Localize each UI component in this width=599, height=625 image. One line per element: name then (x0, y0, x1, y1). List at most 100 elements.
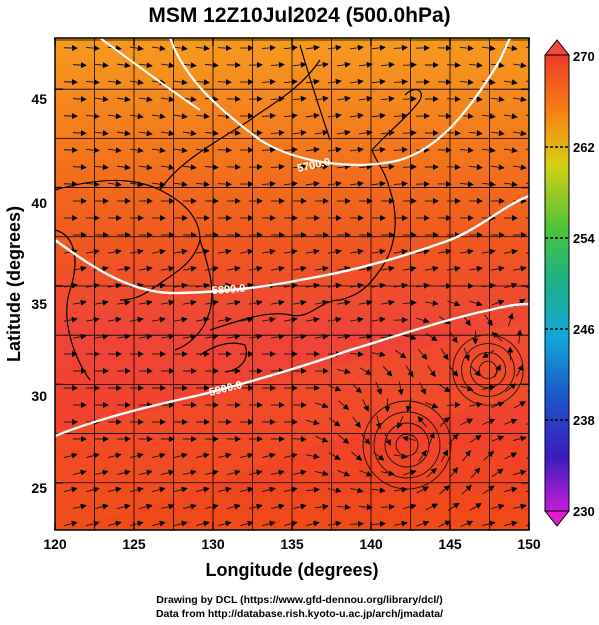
streamline-arrow (349, 44, 364, 51)
streamline-arrow (151, 282, 166, 289)
colorbar-bottom-triangle (543, 510, 571, 527)
streamline-arrow (484, 314, 493, 327)
streamline-arrow (85, 147, 100, 154)
streamline-arrow (195, 316, 210, 323)
streamline-arrow (195, 282, 210, 289)
streamline-arrow (468, 265, 483, 272)
streamline-arrow (305, 112, 320, 119)
streamline-arrow (283, 452, 298, 459)
streamline-arrow (336, 333, 351, 340)
streamline-arrow (491, 503, 505, 510)
contour-5800 (55, 194, 529, 295)
streamline-arrow (292, 129, 307, 136)
streamline-arrow (491, 468, 504, 478)
streamline-arrow (446, 164, 461, 171)
streamline-arrow (195, 45, 210, 52)
streamline-arrow (512, 265, 527, 272)
cyclone-circulation (461, 343, 515, 397)
streamline-arrow (182, 299, 197, 306)
x-tick-label: 130 (201, 536, 225, 552)
streamline-arrow (63, 282, 78, 289)
streamline-arrow (397, 381, 404, 396)
x-tick-label: 145 (438, 536, 462, 552)
footer-credit-data: Data from http://database.rish.kyoto-u.a… (155, 608, 444, 620)
streamline-arrow (151, 181, 166, 188)
streamline-arrow (270, 333, 285, 340)
streamline-arrow (195, 181, 210, 188)
y-tick-labels: 25 30 35 40 45 (31, 91, 47, 496)
streamline-arrow (85, 113, 100, 120)
streamline-arrow (107, 147, 122, 154)
streamline-arrow (530, 348, 536, 360)
streamline-arrow (314, 503, 329, 510)
streamline-arrow (305, 453, 320, 460)
streamline-arrow (248, 265, 263, 272)
streamline-arrow (261, 112, 276, 119)
x-axis-label: Longitude (degrees) (205, 560, 378, 580)
streamline-arrow (283, 78, 298, 85)
streamline-arrow (94, 299, 109, 306)
y-tick-label: 40 (31, 195, 47, 211)
streamline-arrow (72, 265, 87, 272)
streamline-arrow (270, 163, 285, 170)
streamline-arrow (468, 130, 483, 137)
streamline-arrow (315, 435, 329, 443)
streamline-arrow (403, 469, 417, 476)
streamline-arrow (515, 364, 524, 377)
streamline-arrow (393, 44, 408, 51)
streamline-arrow (173, 113, 188, 120)
streamline-arrow (292, 265, 307, 272)
footer-credit-drawing: Drawing by DCL (https://www.gfd-dennou.o… (156, 594, 443, 606)
streamline-arrow (195, 113, 210, 120)
streamline-arrow (94, 130, 109, 137)
streamline-arrow (351, 451, 363, 461)
streamline-arrow (195, 520, 210, 527)
streamline-arrow (138, 469, 153, 476)
contour-label-5800: 5800.0 (211, 283, 245, 297)
streamline-arrow (336, 129, 351, 136)
streamline-arrow (358, 61, 373, 68)
streamline-arrow (380, 61, 395, 68)
streamline-arrow (306, 419, 320, 426)
streamline-arrow (349, 316, 364, 323)
streamline-arrow (460, 520, 474, 528)
streamline-arrow (182, 164, 197, 171)
streamline-arrow (462, 450, 471, 462)
streamline-arrow (85, 486, 100, 493)
streamline-arrow (417, 416, 427, 428)
streamline-arrow (426, 467, 437, 478)
streamline-arrow (217, 282, 232, 289)
streamline-arrow (314, 299, 329, 306)
streamline-arrow (314, 61, 329, 68)
streamline-arrow (425, 333, 438, 342)
streamline-arrow (460, 418, 474, 426)
streamline-arrow (292, 333, 307, 340)
streamline-arrow (292, 163, 307, 170)
streamline-arrow (270, 95, 285, 102)
streamline-arrow (85, 79, 100, 86)
coastlines (55, 44, 422, 381)
streamline-arrow (129, 520, 144, 527)
streamline-arrow (380, 299, 395, 306)
streamline-arrow (72, 299, 87, 306)
streamline-arrow (226, 503, 241, 510)
streamline-arrow (72, 503, 87, 510)
streamline-arrow (469, 503, 482, 511)
streamline-arrow (447, 300, 461, 307)
y-tick-label: 45 (31, 91, 47, 107)
streamline-arrow (72, 96, 87, 103)
colorbar-tick-label: 230 (573, 504, 595, 519)
streamline-arrow (151, 248, 166, 255)
streamline-arrow (107, 79, 122, 86)
streamline-arrow (490, 130, 505, 137)
streamline-arrow (292, 95, 307, 102)
streamline-arrow (85, 282, 100, 289)
streamline-arrow (338, 434, 350, 444)
cyclone-circulation (384, 422, 430, 468)
streamline-arrow (470, 365, 481, 377)
streamline-arrow (85, 45, 100, 52)
streamline-arrow (261, 248, 276, 255)
streamline-arrow (173, 520, 188, 527)
streamline-arrow (352, 416, 361, 429)
y-tick-label: 30 (31, 388, 47, 404)
